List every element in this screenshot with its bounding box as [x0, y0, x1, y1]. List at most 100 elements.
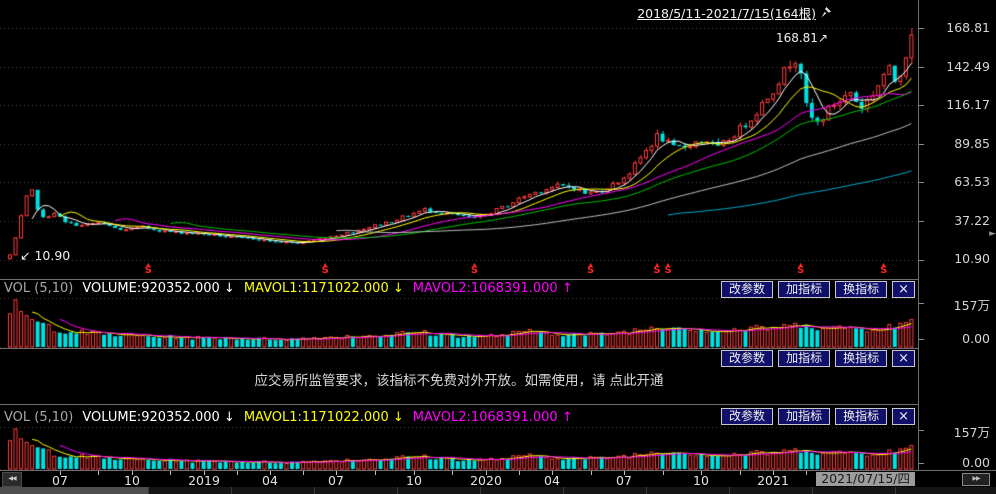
time-axis: ◀◀ 07 10 2019 04 07 10 2020 04 07 10 2021 2021/07/…	[0, 470, 996, 488]
price-axis-label: 168.81	[946, 20, 990, 35]
candlestick-chart-canvas[interactable]	[0, 0, 918, 279]
mavol1-value-label: MAVOL1:1171022.000 ↓	[243, 410, 404, 425]
locked-button-row: 改参数 加指标 换指标 ×	[721, 350, 915, 367]
change-params-button[interactable]: 改参数	[721, 281, 774, 298]
time-tick-label: 2020	[470, 473, 502, 488]
mavol2-value-label: MAVOL2:1068391.000 ↑	[412, 281, 573, 296]
close-panel-button[interactable]: ×	[892, 408, 915, 425]
time-tick	[552, 471, 553, 475]
volume-panel-1: VOL (5,10) VOLUME:920352.000 ↓ MAVOL1:11…	[0, 279, 918, 349]
vol2-header: VOL (5,10) VOLUME:920352.000 ↓ MAVOL1:11…	[0, 405, 918, 427]
close-panel-button[interactable]: ×	[892, 350, 915, 367]
scrollbar-separator	[480, 487, 481, 494]
locked-indicator-panel: 改参数 加指标 换指标 × 应交易所监管要求，该指标不免费对外开放。如需使用，请…	[0, 348, 918, 405]
time-minor-tick	[806, 471, 807, 475]
time-minor-tick	[375, 471, 376, 475]
change-params-button[interactable]: 改参数	[721, 350, 774, 367]
scrollbar-separator	[729, 487, 730, 494]
time-tick-label: 10	[124, 473, 140, 488]
volume-value-label: VOLUME:920352.000 ↓	[82, 281, 235, 296]
dividend-marker[interactable]: ▲ S	[880, 262, 888, 276]
scrollbar-separator	[231, 487, 232, 494]
scrollbar-separator	[563, 487, 564, 494]
current-date-label: 2021/07/15/四	[816, 472, 915, 486]
time-tick	[336, 471, 337, 475]
dividend-marker[interactable]: ▲ S	[144, 262, 152, 276]
scrollbar-separator	[397, 487, 398, 494]
vol2-axis-min-label: 0.00	[962, 455, 990, 470]
vol1-axis-min-label: 0.00	[962, 331, 990, 346]
latest-high-label: 168.81↗	[775, 31, 828, 45]
vol1-header: VOL (5,10) VOLUME:920352.000 ↓ MAVOL1:11…	[0, 280, 918, 297]
switch-indicator-button[interactable]: 换指标	[835, 350, 888, 367]
add-indicator-button[interactable]: 加指标	[778, 408, 831, 425]
dividend-marker[interactable]: ▲ S	[653, 262, 661, 276]
time-tick	[486, 471, 487, 475]
time-tick	[624, 471, 625, 475]
vol2-axis-max-label: 157万	[953, 425, 990, 440]
price-axis-label: 116.17	[946, 97, 990, 112]
close-panel-button[interactable]: ×	[892, 281, 915, 298]
time-tick-label: 07	[52, 473, 68, 488]
time-tick-label: 04	[262, 473, 278, 488]
volume-chart-canvas-1[interactable]	[0, 298, 918, 349]
locked-indicator-message: 应交易所监管要求，该指标不免费对外开放。如需使用，请 点此开通	[254, 373, 664, 389]
time-tick-label: 10	[693, 473, 709, 488]
price-axis-label: 10.90	[954, 251, 990, 266]
scrollbar-separator	[646, 487, 647, 494]
volume-panel-2: VOL (5,10) VOLUME:920352.000 ↓ MAVOL1:11…	[0, 404, 918, 471]
time-minor-tick	[591, 471, 592, 475]
vol1-button-row: 改参数 加指标 换指标 ×	[721, 281, 915, 298]
time-tick	[414, 471, 415, 475]
price-axis-label: 37.22	[954, 213, 990, 228]
switch-indicator-button[interactable]: 换指标	[835, 408, 888, 425]
axis-scroll-marker-icon: ►	[989, 229, 996, 239]
dividend-marker[interactable]: ▲ S	[797, 262, 805, 276]
scrollbar-separator	[895, 487, 896, 494]
add-indicator-button[interactable]: 加指标	[778, 281, 831, 298]
add-indicator-button[interactable]: 加指标	[778, 350, 831, 367]
time-tick	[132, 471, 133, 475]
time-tick-label: 07	[328, 473, 344, 488]
indicator-name-label: VOL (5,10)	[4, 410, 74, 425]
scrollbar-thumb[interactable]	[0, 487, 148, 494]
unlock-link[interactable]: 点此开通	[609, 373, 664, 389]
time-tick-label: 10	[406, 473, 422, 488]
scroll-right-button[interactable]: ▶▶	[962, 473, 990, 486]
dividend-marker[interactable]: ▲ S	[664, 262, 672, 276]
scrollbar-separator	[812, 487, 813, 494]
time-tick	[701, 471, 702, 475]
time-tick-label: 07	[616, 473, 632, 488]
time-minor-tick	[237, 471, 238, 475]
scrollbar-separator	[314, 487, 315, 494]
time-tick	[60, 471, 61, 475]
time-minor-tick	[740, 471, 741, 475]
time-tick	[773, 471, 774, 475]
time-tick-label: 04	[544, 473, 560, 488]
time-minor-tick	[519, 471, 520, 475]
horizontal-scrollbar[interactable]	[0, 487, 996, 494]
dividend-marker[interactable]: ▲ S	[587, 262, 595, 276]
time-minor-tick	[303, 471, 304, 475]
mavol2-value-label: MAVOL2:1068391.000 ↑	[412, 410, 573, 425]
vol2-button-row: 改参数 加指标 换指标 ×	[721, 408, 915, 425]
price-axis: 168.81 142.49 116.17 89.85 63.53 37.22 1…	[918, 0, 996, 486]
change-params-button[interactable]: 改参数	[721, 408, 774, 425]
time-tick	[270, 471, 271, 475]
indicator-name-label: VOL (5,10)	[4, 281, 74, 296]
volume-chart-canvas-2[interactable]	[0, 427, 918, 471]
time-minor-tick	[663, 471, 664, 475]
pin-icon[interactable]	[819, 6, 832, 19]
dividend-marker[interactable]: ▲ S	[321, 262, 329, 276]
date-range-label[interactable]: 2018/5/11-2021/7/15(164根)	[637, 6, 816, 21]
switch-indicator-button[interactable]: 换指标	[835, 281, 888, 298]
time-minor-tick	[452, 471, 453, 475]
mavol1-value-label: MAVOL1:1171022.000 ↓	[243, 281, 404, 296]
time-tick-label: 2019	[188, 473, 220, 488]
time-minor-tick	[98, 471, 99, 475]
dividend-marker[interactable]: ▲ S	[470, 262, 479, 276]
time-tick-label: 2021	[757, 473, 789, 488]
scroll-left-button[interactable]: ◀◀	[2, 472, 22, 487]
vol1-axis-max-label: 157万	[953, 298, 990, 313]
